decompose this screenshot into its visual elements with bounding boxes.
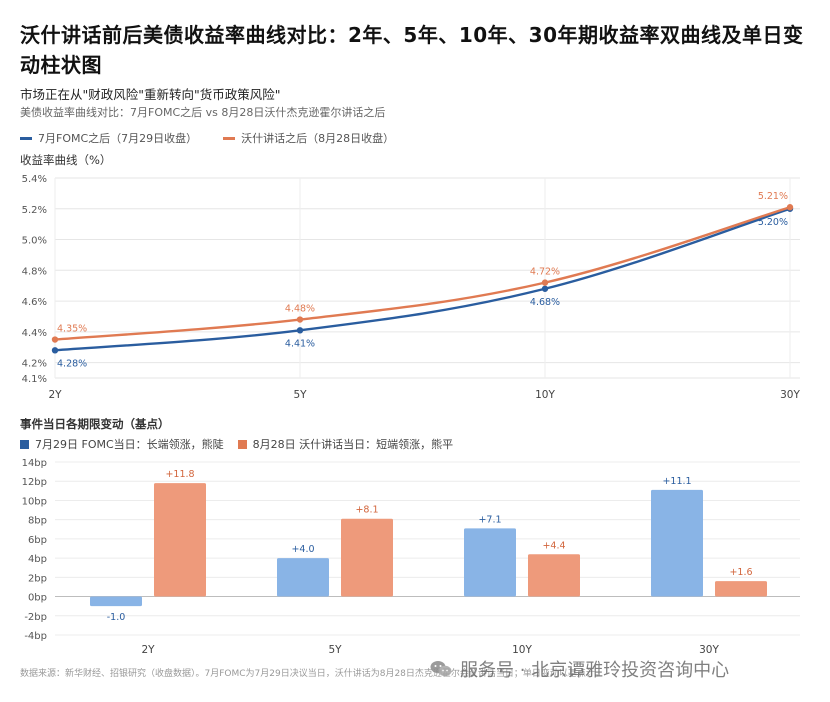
y-tick-label: 4.1% xyxy=(22,374,47,385)
y-tick-label: 14bp xyxy=(22,458,47,469)
bar-chart-legend: 7月29日 FOMC当日：长端领涨，熊陡 8月28日 沃什讲话当日：短端领涨，熊… xyxy=(20,436,453,452)
bar xyxy=(277,558,329,597)
legend-label-bar1: 7月29日 FOMC当日：长端领涨，熊陡 xyxy=(35,438,224,451)
bar-label: +11.8 xyxy=(165,469,194,480)
data-label: 4.41% xyxy=(285,338,315,349)
x-tick-label: 10Y xyxy=(512,644,532,656)
line-chart-title: 收益率曲线（%） xyxy=(20,153,112,167)
line-chart-legend: 7月FOMC之后（7月29日收盘） 沃什讲话之后（8月28日收盘） xyxy=(20,130,394,146)
y-tick-label: 4.2% xyxy=(22,359,47,370)
x-tick-label: 2Y xyxy=(48,389,62,401)
bar-label: -1.0 xyxy=(107,612,126,623)
bar-label: +8.1 xyxy=(355,505,378,516)
y-tick-label: 12bp xyxy=(22,477,47,488)
source-note: 数据来源：新华财经、招银研究（收盘数据）。7月FOMC为7月29日决议当日，沃什… xyxy=(20,669,604,679)
data-label: 4.48% xyxy=(285,304,315,315)
y-tick-label: -4bp xyxy=(24,631,47,642)
bar-label: +1.6 xyxy=(729,567,752,578)
legend-item-series1: 7月FOMC之后（7月29日收盘） xyxy=(20,130,197,146)
bar xyxy=(651,489,703,597)
legend-label-series2: 沃什讲话之后（8月28日收盘） xyxy=(241,132,395,145)
data-point xyxy=(541,279,549,286)
y-tick-label: 4.8% xyxy=(22,266,47,277)
data-label: 5.21% xyxy=(758,191,788,202)
x-tick-label: 5Y xyxy=(293,389,307,401)
bar xyxy=(464,528,516,597)
legend-label-series1: 7月FOMC之后（7月29日收盘） xyxy=(38,132,198,145)
series-line-2 xyxy=(54,206,791,341)
y-tick-label: 5.2% xyxy=(22,205,47,216)
data-point xyxy=(541,285,549,292)
bar-label: +4.4 xyxy=(542,540,565,551)
x-tick-label: 5Y xyxy=(328,644,342,656)
chart-description: 美债收益率曲线对比：7月FOMC之后 vs 8月28日沃什杰克逊霍尔讲话之后 xyxy=(20,106,386,119)
legend-item-series2: 沃什讲话之后（8月28日收盘） xyxy=(223,130,394,146)
legend-swatch-series2 xyxy=(223,136,236,140)
bar xyxy=(90,596,142,607)
legend-item-bar1: 7月29日 FOMC当日：长端领涨，熊陡 xyxy=(20,436,224,452)
legend-swatch-series1 xyxy=(20,136,32,140)
page-subtitle: 市场正在从"财政风险"重新转向"货币政策风险" xyxy=(20,87,281,102)
data-point xyxy=(51,347,59,354)
x-tick-label: 30Y xyxy=(780,389,800,401)
bar xyxy=(154,483,206,597)
y-tick-label: 6bp xyxy=(28,535,47,546)
y-tick-label: 0bp xyxy=(28,593,47,604)
x-tick-label: 10Y xyxy=(535,389,555,401)
legend-label-bar2: 8月28日 沃什讲话当日：短端领涨，熊平 xyxy=(252,438,454,451)
y-tick-label: 2bp xyxy=(28,573,47,584)
y-tick-label: 5.4% xyxy=(22,174,47,185)
bar-chart-title: 事件当日各期限变动（基点） xyxy=(20,417,170,431)
x-tick-label: 2Y xyxy=(141,644,155,656)
bar-label: +4.0 xyxy=(291,544,314,555)
data-point xyxy=(296,316,304,323)
bar xyxy=(528,554,580,597)
y-tick-label: 5.0% xyxy=(22,236,47,247)
bar xyxy=(715,581,767,597)
bar-label: +11.1 xyxy=(662,476,691,487)
data-label: 4.28% xyxy=(57,358,87,369)
y-tick-label: 4.4% xyxy=(22,328,47,339)
legend-swatch-bar1 xyxy=(20,439,29,449)
x-tick-label: 30Y xyxy=(699,644,719,656)
bar-label: +7.1 xyxy=(478,514,501,525)
y-tick-label: 4.6% xyxy=(22,297,47,308)
legend-item-bar2: 8月28日 沃什讲话当日：短端领涨，熊平 xyxy=(237,436,454,452)
watermark-text: 服务号 · 北京谭雅玲投资咨询中心 xyxy=(460,660,730,681)
wechat-icon xyxy=(430,660,452,678)
data-point xyxy=(296,327,304,334)
data-point xyxy=(51,336,59,343)
y-tick-label: 10bp xyxy=(22,496,47,507)
data-label: 4.72% xyxy=(530,267,560,278)
data-label: 4.35% xyxy=(57,324,87,335)
y-tick-label: 8bp xyxy=(28,516,47,527)
data-label: 4.68% xyxy=(530,297,560,308)
page-title: 沃什讲话前后美债收益率曲线对比：2年、5年、10年、30年期收益率双曲线及单日变… xyxy=(20,23,804,77)
watermark: 服务号 · 北京谭雅玲投资咨询中心 xyxy=(430,656,729,682)
data-point xyxy=(786,204,794,211)
bar xyxy=(341,518,393,597)
y-tick-label: -2bp xyxy=(24,612,47,623)
data-label: 5.20% xyxy=(758,217,788,228)
legend-swatch-bar2 xyxy=(237,439,247,449)
y-tick-label: 4bp xyxy=(28,554,47,565)
series-line-1 xyxy=(54,207,791,352)
